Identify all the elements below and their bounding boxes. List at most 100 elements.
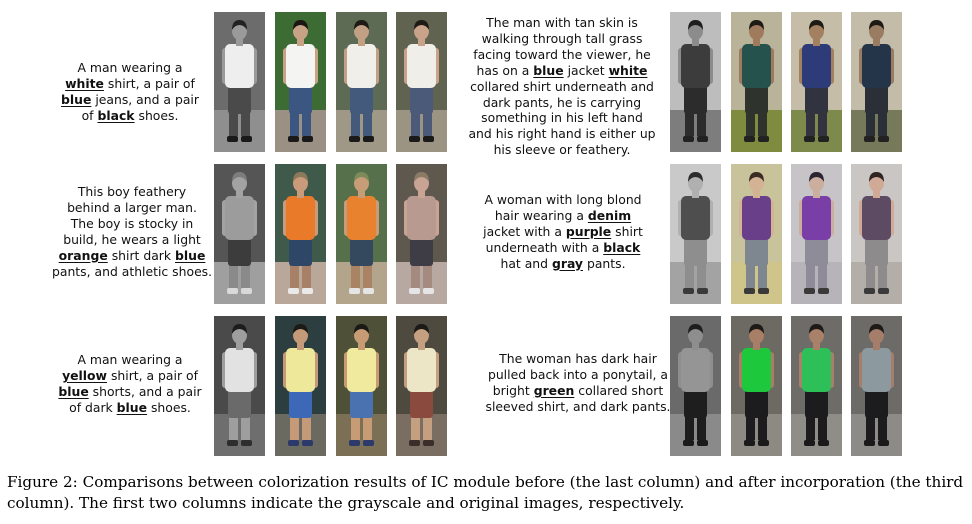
right-shoe: [878, 288, 889, 294]
neck: [358, 342, 365, 350]
right-shoe: [363, 440, 374, 446]
text-run: and his right hand is either up: [468, 126, 656, 142]
pants: [228, 84, 251, 114]
ground: [275, 414, 326, 456]
pants: [228, 388, 251, 418]
person-photo: [336, 164, 387, 304]
highlighted-color-word: blue: [175, 247, 206, 263]
highlighted-color-word: blue: [61, 91, 92, 107]
hair: [414, 324, 429, 334]
description-line: pulled back into a ponytail, a: [478, 367, 678, 383]
pants: [805, 388, 828, 418]
ground: [275, 110, 326, 152]
left-shoe: [409, 440, 420, 446]
neck: [418, 38, 425, 46]
right-shoe: [697, 136, 708, 142]
text-run: pants.: [583, 255, 626, 271]
colorized-after-incorporation: [336, 316, 387, 456]
right-shoe: [363, 288, 374, 294]
description-line: bright green collared short: [478, 383, 678, 399]
neck: [297, 190, 304, 198]
left-shoe: [349, 136, 360, 142]
neck: [753, 38, 760, 46]
pants: [684, 388, 707, 418]
colorized-before-ic: [396, 12, 447, 152]
shirt: [681, 44, 710, 88]
text-run: The woman has dark hair: [499, 351, 657, 366]
highlighted-color-word: purple: [565, 223, 612, 239]
text-run: has on a: [476, 62, 534, 78]
person-photo: [791, 12, 842, 152]
head: [232, 326, 247, 344]
description-panel-4: A woman with long blond hair wearing a de…: [478, 192, 648, 272]
right-shoe: [818, 288, 829, 294]
hair: [293, 324, 308, 334]
caption-line-1: Figure 2: Comparisons between colorizati…: [7, 473, 964, 491]
description-line: jacket with a purple shirt: [478, 224, 648, 240]
text-run: shoes.: [147, 399, 191, 415]
head: [688, 22, 703, 40]
text-run: shirt: [611, 223, 643, 239]
hair: [809, 172, 824, 182]
ground: [336, 110, 387, 152]
pants: [865, 388, 888, 418]
left-shoe: [288, 288, 299, 294]
right-shoe: [302, 288, 313, 294]
left-shoe: [288, 440, 299, 446]
description-line: collared shirt underneath and: [462, 79, 662, 95]
ground: [731, 110, 782, 152]
pants: [350, 388, 373, 418]
text-run: jacket with a: [483, 223, 566, 239]
shirt: [407, 196, 436, 240]
hair: [688, 20, 703, 30]
head: [293, 326, 308, 344]
shirt: [347, 196, 376, 240]
text-run: behind a larger man.: [67, 199, 197, 215]
neck: [692, 190, 699, 198]
text-run: collared shirt underneath and: [470, 78, 654, 94]
head: [414, 22, 429, 40]
head: [414, 174, 429, 192]
highlighted-color-word: denim: [587, 207, 632, 223]
text-run: A man wearing a: [77, 60, 183, 75]
right-shoe: [241, 440, 252, 446]
pants: [684, 236, 707, 266]
hair: [869, 324, 884, 334]
right-shoe: [758, 136, 769, 142]
grayscale-image: [670, 316, 721, 456]
colorized-after-incorporation: [791, 12, 842, 152]
description-panel-1: A man wearing a white shirt, a pair of blu…: [52, 60, 208, 124]
highlighted-color-word: blue: [533, 62, 564, 78]
pants: [350, 84, 373, 114]
description-panel-5: A man wearing a yellow shirt, a pair of bl…: [52, 352, 208, 416]
left-shoe: [227, 440, 238, 446]
text-run: A man wearing a: [77, 352, 183, 367]
colorized-after-incorporation: [791, 316, 842, 456]
shirt: [862, 196, 891, 240]
left-shoe: [744, 288, 755, 294]
ground: [731, 414, 782, 456]
head: [293, 22, 308, 40]
shirt: [802, 196, 831, 240]
right-shoe: [423, 288, 434, 294]
person-photo: [791, 316, 842, 456]
text-run: pulled back into a ponytail, a: [487, 366, 669, 382]
hair: [232, 172, 247, 182]
right-shoe: [697, 288, 708, 294]
original-image: [731, 12, 782, 152]
shirt: [862, 44, 891, 88]
original-image: [275, 164, 326, 304]
head: [869, 326, 884, 344]
head: [809, 326, 824, 344]
ground: [336, 262, 387, 304]
neck: [297, 38, 304, 46]
ground: [851, 110, 902, 152]
description-line: A woman with long blond: [478, 192, 648, 208]
neck: [813, 38, 820, 46]
right-shoe: [818, 440, 829, 446]
shirt: [681, 348, 710, 392]
person-photo: [275, 164, 326, 304]
highlighted-color-word: orange: [58, 247, 108, 263]
hair: [809, 20, 824, 30]
text-run: shoes.: [134, 107, 179, 123]
